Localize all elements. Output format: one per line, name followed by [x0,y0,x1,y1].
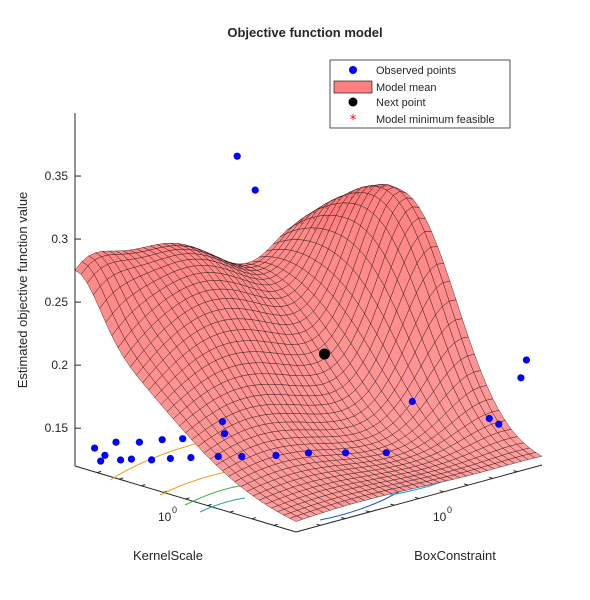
boxconstraint-axis-label: BoxConstraint [414,548,496,563]
observed-point [158,436,166,444]
svg-text:0: 0 [447,505,452,515]
kernelscale-tick-label: 10 0 [158,505,177,524]
chart-title: Objective function model [227,25,382,40]
observed-point [342,449,350,457]
boxconstraint-tick-mark [390,503,395,506]
observed-point [238,452,246,460]
observed-point [522,356,531,364]
legend-observed-label: Observed points [376,65,457,77]
observed-point [495,420,503,428]
z-tick-label: 0.3 [51,232,68,246]
legend-box [329,59,511,129]
svg-text:0: 0 [172,505,177,515]
observed-points [91,152,531,465]
boxconstraint-tick-mark [439,490,444,493]
observed-point [485,414,493,423]
kernelscale-tick-mark [229,510,234,513]
kernelscale-tick-mark [185,497,190,500]
kernelscale-axis-label: KernelScale [133,548,203,563]
svg-text:10: 10 [433,510,447,524]
boxconstraint-tick-mark [414,496,420,499]
z-axis-label: Estimated objective function value [15,192,30,389]
observed-point [127,455,135,463]
observed-point [97,457,105,465]
observed-point [517,374,525,382]
z-tick-label: 0.35 [45,169,69,183]
boxconstraint-tick-mark [513,470,518,473]
next-point-marker [319,348,330,360]
boxconstraint-tick-mark [341,517,346,520]
legend-next-label: Next point [376,97,426,109]
legend-model-min-marker: * [350,113,357,128]
observed-point [101,451,109,459]
svg-text:10: 10 [158,510,172,524]
observed-point [233,152,241,160]
z-tick-label: 0.2 [51,358,68,372]
observed-point [251,186,259,194]
z-tick-label: 0.25 [45,295,69,309]
boxconstraint-tick-label: 10 0 [433,505,452,524]
observed-point [148,456,156,464]
kernelscale-tick-mark [251,517,256,520]
model-mean-surface [74,183,543,522]
observed-point [214,452,222,460]
legend-next-marker [348,97,358,107]
legend: Observed points Model mean Next point * … [329,59,511,129]
floor-ticks [96,470,518,526]
observed-point [135,438,143,446]
kernelscale-tick-mark [119,477,124,480]
kernelscale-tick-mark [273,523,279,526]
z-ticks: 0.15 0.2 0.25 0.3 0.35 [45,169,81,435]
z-tick-label: 0.15 [45,421,69,435]
observed-point [218,418,227,426]
observed-point [382,449,390,457]
observed-point [272,451,280,459]
contour-teal [199,497,246,513]
surface-patch [528,452,543,459]
observed-point [112,438,120,446]
boxconstraint-tick-mark [316,523,321,526]
boxconstraint-tick-mark [365,510,370,513]
legend-model-mean-label: Model mean [376,82,437,94]
observed-point [408,397,416,406]
legend-observed-marker [349,66,357,74]
observed-point [220,430,229,438]
observed-point [117,456,125,464]
boxconstraint-tick-mark [464,483,469,486]
boxconstraint-tick-mark [488,476,493,479]
legend-model-min-label: Model minimum feasible [376,114,495,126]
observed-point [187,454,195,462]
legend-model-mean-swatch [333,80,373,94]
observed-point [304,449,313,457]
kernelscale-tick-mark [141,484,146,487]
kernelscale-tick-mark [207,503,212,507]
observed-point [166,454,174,463]
observed-point [91,444,99,452]
kernelscale-tick-mark [96,470,102,474]
observed-point [179,435,187,443]
